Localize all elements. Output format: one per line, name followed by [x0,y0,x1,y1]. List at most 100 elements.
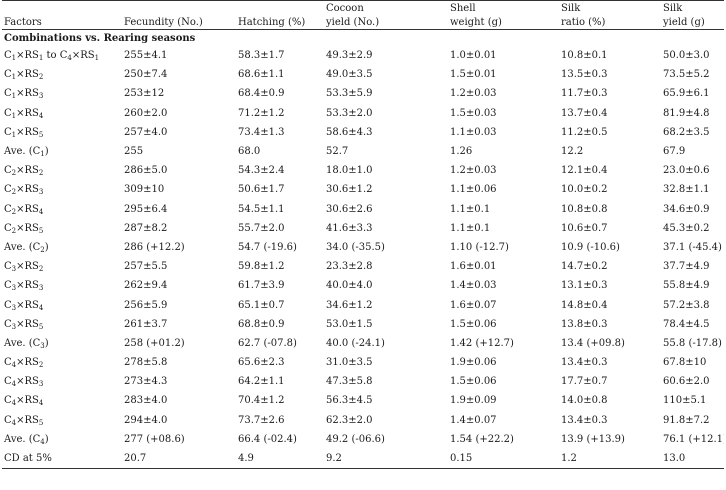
row-label: C2×RS3 [2,180,122,199]
row-label: C1×RS5 [2,123,122,142]
table-cell: 1.5±0.06 [450,318,497,330]
row-label: C1×RS1 to C4×RS1 [2,46,122,65]
row-label: Ave. (C4) [2,430,122,449]
table-cell: 61.7±3.9 [238,280,285,292]
table-cell: 18.0±1.0 [326,165,373,177]
table-cell: 68.8±0.9 [238,318,285,330]
label-subscript: 1 [11,92,17,101]
row-label: C4×RS2 [2,353,122,372]
row-label: Ave. (C2) [2,238,122,257]
table-row: C4×RS4 283±4.0 70.4±1.2 56.3±4.5 1.9±0.09 14.… [2,391,724,410]
header-top-cell: Shell [448,0,559,15]
header-top-cell: Silk [559,0,661,15]
table-cell: 286 (+12.2) [124,241,185,253]
label-subscript: 4 [38,303,44,312]
label-text: C [4,88,12,100]
table-cell: 1.1±0.06 [450,184,497,196]
header-cell: ratio (%) [559,15,661,30]
table-cell: 10.6±0.7 [561,222,608,234]
row-label: C1×RS3 [2,84,122,103]
table-cell: 1.9±0.06 [450,357,497,369]
table-cell: 49.2 (-06.6) [326,433,385,445]
table-body: Combinations vs. Rearing seasons C1×RS1 … [2,30,724,470]
table-row: C2×RS3 309±10 50.6±1.7 30.6±1.2 1.1±0.06 10.0… [2,180,724,199]
table-cell: 23.0±0.6 [663,165,710,177]
label-text: C [4,357,12,369]
table-cell: 1.9±0.09 [450,395,497,407]
table-cell: 13.9 (+13.9) [561,433,625,445]
label-subscript: 4 [67,54,72,63]
header-cell: weight (g) [448,15,559,30]
table-cell: 30.6±2.6 [326,203,373,215]
table-cell: 68.2±3.5 [663,126,710,138]
table-cell: 55.7±2.0 [238,222,285,234]
label-text: Ave. (C [4,337,41,349]
label-subscript: 3 [11,322,17,331]
table-cell: 257±5.5 [124,261,168,273]
label-text: ×RS [16,107,39,119]
table-cell: 13.1±0.3 [561,280,608,292]
section-title: Combinations vs. Rearing seasons [4,32,196,44]
table-cell: 40.0±4.0 [326,280,373,292]
table-cell: 13.5±0.3 [561,69,608,81]
header-row-bottom: Factors Fecundity (No.) Hatching (%) yie… [2,15,724,30]
table-cell: 286±5.0 [124,165,168,177]
table-cell: 253±12 [124,88,165,100]
table-cell: 262±9.4 [124,280,168,292]
label-text: CD at 5% [4,453,52,465]
table-cell: 59.8±1.2 [238,261,285,273]
row-label: C1×RS4 [2,104,122,123]
table-row: C2×RS5 287±8.2 55.7±2.0 41.6±3.3 1.1±0.1 10.6… [2,219,724,238]
table-cell: 67.8±10 [663,357,707,369]
label-subscript: 2 [11,169,17,178]
label-subscript: 1 [38,54,44,63]
label-text: ) [44,337,49,349]
label-text: C [4,414,12,426]
label-subscript: 1 [11,73,17,82]
table-cell: 68.0 [238,146,261,158]
header-cell: Factors [2,15,122,30]
table-cell: 257±4.0 [124,126,168,138]
label-text: Ave. (C [4,146,41,158]
table-cell: 1.2 [559,448,661,470]
table-cell: 1.6±0.07 [450,299,497,311]
table-cell: 1.26 [450,146,473,158]
table-row: C3×RS4 256±5.9 65.1±0.7 34.6±1.2 1.6±0.07 14.… [2,295,724,314]
row-label: C3×RS2 [2,257,122,276]
table-row: C3×RS3 262±9.4 61.7±3.9 40.0±4.0 1.4±0.03 13.… [2,276,724,295]
table-row: C3×RS5 261±3.7 68.8±0.9 53.0±1.5 1.5±0.06 13.… [2,315,724,334]
label-text: C [4,69,12,81]
table-row: Ave. (C4) 277 (+08.6) 66.4 (-02.4) 49.2 (-0… [2,430,724,449]
label-text: C [4,165,12,177]
label-subscript: 1 [94,54,100,63]
table-cell: 60.6±2.0 [663,376,710,388]
table-cell: 1.5±0.01 [450,69,497,81]
table-cell: 55.8 (-17.8) [663,337,722,349]
label-text: ) [44,146,49,158]
row-label: C4×RS3 [2,372,122,391]
table-row: C4×RS2 278±5.8 65.6±2.3 31.0±3.5 1.9±0.06 13.… [2,353,724,372]
table-cell: 50.6±1.7 [238,184,285,196]
label-subscript: 4 [11,418,17,427]
table-cell: 9.2 [324,448,448,470]
row-label: C1×RS2 [2,65,122,84]
label-text: ×RS [16,299,39,311]
header-top-cell: Silk [661,0,724,15]
table-cell: 13.8±0.3 [561,318,608,330]
table-cell: 255 [124,146,144,158]
table-cell: 1.2±0.03 [450,88,497,100]
row-label: C4×RS5 [2,411,122,430]
table-cell: 62.7 (-07.8) [238,337,297,349]
table-cell: 1.1±0.1 [450,222,491,234]
label-subscript: 4 [11,399,17,408]
table-cell: 52.7 [326,146,349,158]
label-text: ×RS [16,184,39,196]
label-text: to C [43,50,68,62]
table-row: C4×RS3 273±4.3 64.2±1.1 47.3±5.8 1.5±0.06 17.… [2,372,724,391]
table-cell: 68.6±1.1 [238,69,285,81]
table-row: C1×RS2 250±7.4 68.6±1.1 49.0±3.5 1.5±0.01 13.… [2,65,724,84]
table-cell: 54.7 (-19.6) [238,241,297,253]
table-cell: 4.9 [236,448,324,470]
label-subscript: 2 [11,188,17,197]
table-row: C1×RS5 257±4.0 73.4±1.3 58.6±4.3 1.1±0.03 11.… [2,123,724,142]
